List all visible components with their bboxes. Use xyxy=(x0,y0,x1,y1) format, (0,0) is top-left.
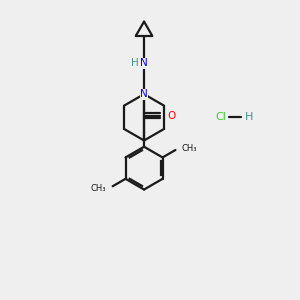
Text: CH₃: CH₃ xyxy=(91,184,106,193)
Text: CH₃: CH₃ xyxy=(182,144,197,153)
Text: N: N xyxy=(140,89,148,99)
Text: H: H xyxy=(245,112,254,122)
Text: O: O xyxy=(167,110,176,121)
Text: Cl: Cl xyxy=(215,112,226,122)
Text: H: H xyxy=(131,58,138,68)
Text: N: N xyxy=(140,58,147,68)
